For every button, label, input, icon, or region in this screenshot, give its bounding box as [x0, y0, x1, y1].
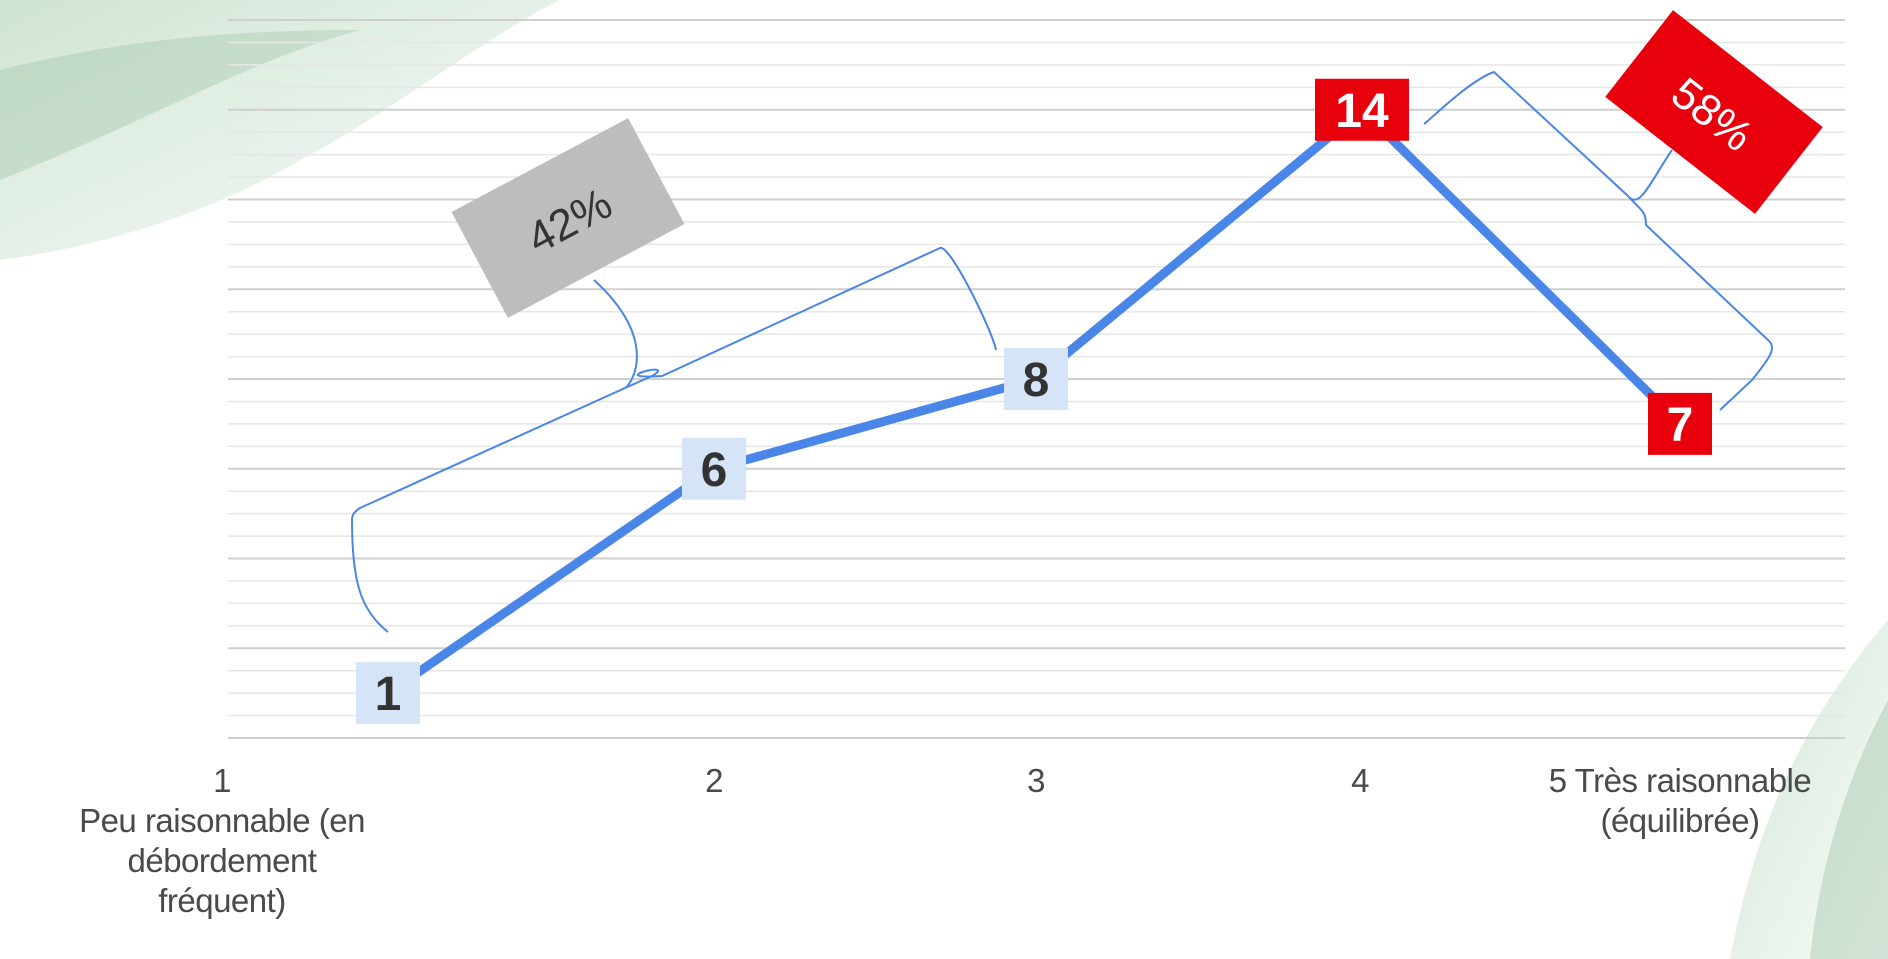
- annotation-badge-box: [1605, 10, 1823, 214]
- data-label-1: 1: [356, 662, 420, 725]
- annotation-braces: [350, 70, 1773, 633]
- data-label-box: [1315, 78, 1409, 141]
- x-tick-label-line: fréquent): [158, 882, 286, 919]
- x-tick-label-line: Peu raisonnable (en: [79, 802, 365, 839]
- decor-swoosh-bottom-right-inner: [1810, 700, 1888, 959]
- data-label-5: 7: [1648, 392, 1712, 455]
- annotation-badge-58pct: 58%: [1605, 10, 1823, 214]
- x-tick-label-3: 3: [1027, 762, 1045, 799]
- data-label-value: 6: [701, 444, 728, 497]
- decor-swoosh-bottom-right: [1730, 620, 1888, 959]
- x-tick-label-line: 5 Très raisonnable: [1549, 762, 1812, 799]
- annotation-brace-58: [1423, 70, 1773, 411]
- x-tick-label-line: 4: [1351, 762, 1369, 799]
- annotation-brace-42: [350, 247, 997, 633]
- data-label-box: [356, 662, 420, 725]
- data-label-value: 8: [1023, 354, 1050, 407]
- data-label-4: 14: [1315, 78, 1409, 141]
- x-tick-label-4: 4: [1351, 762, 1370, 799]
- data-label-box: [682, 437, 746, 500]
- data-label-value: 1: [375, 668, 402, 721]
- x-tick-label-line: (équilibrée): [1600, 802, 1759, 839]
- annotation-badges: 42% 58%: [451, 10, 1823, 318]
- x-tick-label-line: 3: [1027, 762, 1045, 799]
- decor-swoosh-top-left-inner: [0, 30, 360, 180]
- x-tick-label-line: débordement: [128, 842, 317, 879]
- data-labels: 1 6 8 14 7: [356, 78, 1712, 725]
- data-label-value: 14: [1335, 85, 1389, 138]
- annotation-badge-42pct: 42%: [451, 118, 685, 318]
- x-tick-label-2: 2: [705, 762, 723, 799]
- data-label-box: [1004, 348, 1068, 410]
- data-label-value: 7: [1667, 399, 1694, 452]
- data-label-3: 8: [1004, 348, 1068, 410]
- x-tick-label-line: 2: [705, 762, 723, 799]
- x-tick-label-5: 5 Très raisonnable(équilibrée): [1549, 762, 1812, 839]
- data-label-2: 6: [682, 437, 746, 500]
- data-label-box: [1648, 392, 1712, 455]
- x-tick-label-line: 1: [213, 762, 231, 799]
- annotation-badge-box: [451, 118, 685, 318]
